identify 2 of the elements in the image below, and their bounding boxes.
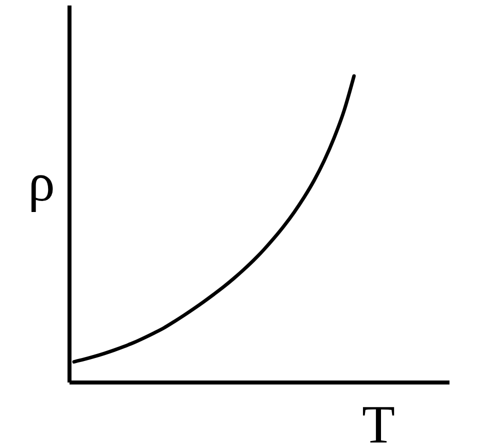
y-axis-title: ρ <box>28 152 55 212</box>
x-axis-title: T <box>362 394 395 446</box>
